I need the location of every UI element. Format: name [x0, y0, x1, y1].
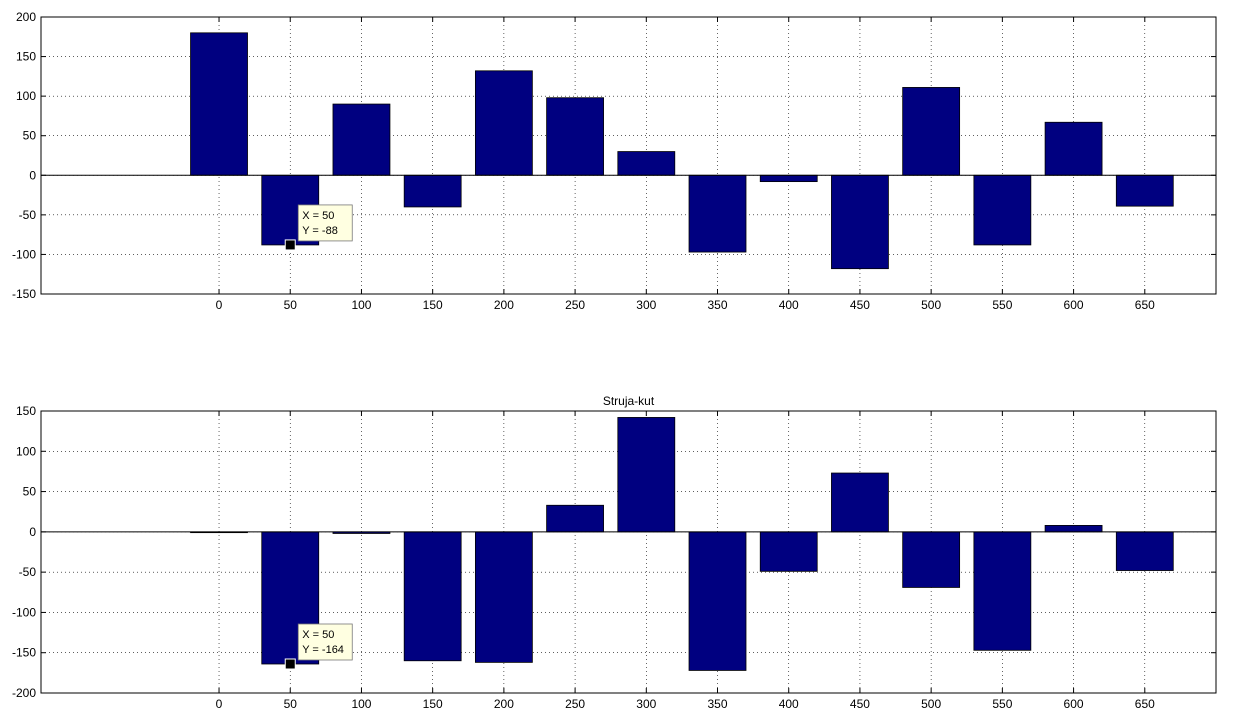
datatip-line: Y = -88 [302, 225, 338, 237]
x-tick-label: 550 [992, 697, 1012, 711]
x-tick-label: 200 [494, 298, 514, 312]
x-tick-label: 450 [850, 298, 870, 312]
datatip-line: X = 50 [302, 210, 334, 222]
y-tick-label: -150 [12, 287, 36, 301]
x-tick-label: 300 [636, 298, 656, 312]
bar-250 [546, 97, 604, 176]
bar-550 [973, 174, 1032, 246]
x-tick-label: 650 [1135, 697, 1155, 711]
x-tick-label: 550 [992, 298, 1012, 312]
datatip-box [297, 623, 353, 661]
datatip-line: Y = -164 [302, 644, 344, 656]
bar-200 [474, 531, 533, 663]
x-tick-label: 100 [351, 697, 371, 711]
bar-350 [688, 174, 747, 253]
x-tick-label: 50 [284, 298, 298, 312]
datatip[interactable]: X = 50 Y = -164 [284, 623, 353, 670]
bar-400 [759, 174, 818, 183]
y-tick-label: -100 [12, 605, 36, 619]
chart-title: Struja-kut [603, 394, 655, 408]
bar-600 [1044, 121, 1103, 176]
x-tick-label: 600 [1064, 697, 1084, 711]
x-tick-label: 350 [707, 697, 727, 711]
x-tick-label: 200 [494, 697, 514, 711]
bar-300 [617, 151, 676, 176]
datatip[interactable]: X = 50 Y = -88 [284, 204, 353, 251]
datatip-marker[interactable] [284, 658, 296, 670]
bar-300 [617, 417, 676, 533]
x-tick-label: 400 [779, 697, 799, 711]
x-tick-label: 450 [850, 697, 870, 711]
bar-500 [902, 87, 961, 176]
y-tick-label: 0 [29, 168, 36, 182]
x-tick-label: 250 [565, 298, 585, 312]
bar-650 [1115, 174, 1174, 207]
y-tick-label: 200 [16, 10, 36, 24]
axes-box [40, 16, 1217, 295]
y-tick-label: 150 [16, 50, 36, 64]
y-tick-label: -200 [12, 686, 36, 700]
x-tick-label: 50 [284, 697, 298, 711]
y-tick-label: 0 [29, 525, 36, 539]
x-tick-label: 0 [216, 697, 223, 711]
y-tick-label: -50 [19, 208, 37, 222]
bar-500 [902, 531, 961, 588]
x-tick-label: 150 [423, 298, 443, 312]
bar-450 [831, 174, 889, 270]
x-tick-label: 0 [216, 298, 223, 312]
x-tick-label: 500 [921, 697, 941, 711]
bar-150 [403, 174, 462, 208]
bar-200 [474, 70, 533, 176]
x-tick-label: 650 [1135, 298, 1155, 312]
x-tick-label: 500 [921, 298, 941, 312]
bar-150 [403, 531, 462, 662]
chart-2: 0 50 100 150 200 250 300 350 400 450 500 550 600 650-… [12, 394, 1217, 711]
x-tick-label: 100 [351, 298, 371, 312]
bar-400 [759, 531, 818, 572]
x-tick-label: 150 [423, 697, 443, 711]
y-tick-label: -100 [12, 247, 36, 261]
axes-box [40, 410, 1217, 694]
bar-350 [688, 531, 747, 671]
bar-600 [1044, 525, 1103, 533]
x-tick-label: 350 [707, 298, 727, 312]
bar-550 [973, 531, 1032, 651]
x-tick-label: 250 [565, 697, 585, 711]
y-tick-label: -50 [19, 565, 37, 579]
x-tick-label: 400 [779, 298, 799, 312]
y-tick-label: 50 [23, 129, 37, 143]
bar-250 [546, 504, 604, 533]
bar-450 [831, 472, 889, 533]
datatip-box [297, 204, 353, 242]
y-tick-label: -150 [12, 646, 36, 660]
y-tick-label: 100 [16, 89, 36, 103]
y-tick-label: 50 [23, 485, 37, 499]
datatip-line: X = 50 [302, 629, 334, 641]
y-tick-label: 150 [16, 404, 36, 418]
x-tick-label: 600 [1064, 298, 1084, 312]
y-tick-label: 100 [16, 444, 36, 458]
bar-100 [332, 103, 391, 176]
datatip-marker[interactable] [284, 239, 296, 251]
bar-0 [190, 32, 248, 176]
bar-650 [1115, 531, 1174, 571]
chart-1: 0 50 100 150 200 250 300 350 400 450 500 550 600 650-… [12, 10, 1217, 312]
x-tick-label: 300 [636, 697, 656, 711]
